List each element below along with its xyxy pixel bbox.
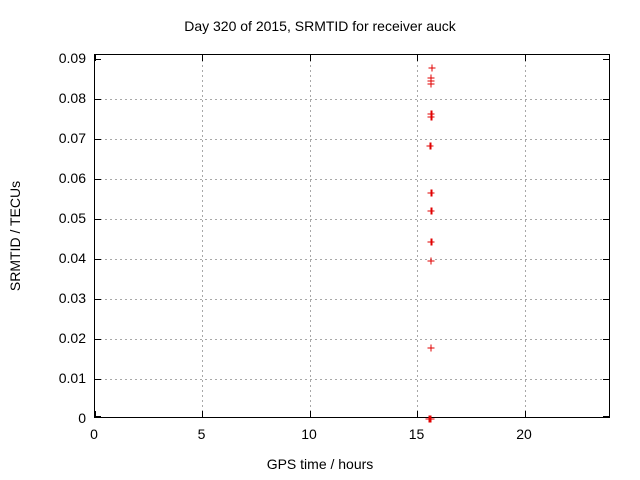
plot-area [94, 54, 610, 423]
x-tick-label: 5 [197, 426, 206, 442]
x-tick-mark [95, 55, 96, 61]
y-tick-label: 0.02 [58, 330, 86, 346]
data-point-marker [427, 189, 435, 197]
data-point-marker [427, 415, 435, 423]
y-tick-mark [95, 259, 101, 260]
x-tick-label: 20 [516, 426, 532, 442]
data-point-marker [426, 142, 434, 150]
y-gridline [95, 298, 609, 300]
data-point-marker [427, 257, 435, 265]
y-tick-label: 0.09 [58, 50, 86, 66]
x-tick-mark [417, 411, 418, 417]
data-point-marker [428, 64, 436, 72]
y-tick-label: 0.01 [58, 370, 86, 386]
data-point-marker [427, 80, 435, 88]
x-tick-mark [202, 55, 203, 61]
y-tick-mark [603, 339, 609, 340]
y-tick-mark [95, 59, 101, 60]
data-point-marker [427, 238, 435, 246]
y-tick-mark [95, 99, 101, 100]
x-gridline [417, 55, 418, 417]
y-tick-mark [603, 179, 609, 180]
x-tick-mark [524, 55, 526, 61]
chart-title: Day 320 of 2015, SRMTID for receiver auc… [184, 18, 456, 34]
x-gridline [309, 55, 311, 417]
y-tick-mark [603, 259, 609, 260]
x-tick-label: 10 [301, 426, 317, 442]
y-tick-mark [95, 339, 101, 340]
data-point-marker [427, 113, 435, 121]
y-gridline [95, 178, 609, 180]
y-tick-label: 0.08 [58, 90, 86, 106]
y-gridline [95, 338, 609, 340]
x-tick-label: 0 [90, 426, 98, 442]
y-tick-mark [95, 416, 101, 417]
data-point-marker [427, 207, 435, 215]
y-gridline [95, 378, 609, 380]
y-tick-mark [95, 379, 101, 380]
x-tick-mark [95, 411, 96, 417]
y-axis-label: SRMTID / TECUs [7, 180, 23, 292]
x-tick-mark [309, 411, 311, 417]
y-tick-mark [603, 379, 609, 380]
x-gridline [202, 55, 203, 417]
y-tick-mark [603, 219, 609, 220]
y-tick-mark [95, 219, 101, 220]
x-tick-mark [309, 55, 311, 61]
y-tick-mark [603, 299, 609, 300]
x-tick-mark [202, 411, 203, 417]
y-tick-mark [95, 299, 101, 300]
y-gridline [95, 258, 609, 260]
y-tick-mark [603, 59, 609, 60]
y-tick-label: 0 [78, 410, 86, 426]
y-tick-mark [95, 179, 101, 180]
y-tick-label: 0.07 [58, 130, 86, 146]
x-tick-mark [524, 411, 526, 417]
y-tick-mark [603, 99, 609, 100]
x-axis-label: GPS time / hours [266, 456, 374, 472]
y-tick-mark [603, 139, 609, 140]
y-tick-mark [95, 139, 101, 140]
data-point-marker [427, 344, 435, 352]
x-gridline [524, 55, 526, 417]
y-tick-label: 0.06 [58, 170, 86, 186]
y-gridline [95, 138, 609, 140]
y-tick-mark [603, 416, 609, 417]
y-gridline [95, 218, 609, 220]
y-gridline [95, 98, 609, 100]
x-tick-mark [417, 55, 418, 61]
y-tick-label: 0.05 [58, 210, 86, 226]
x-tick-label: 15 [408, 426, 425, 442]
y-tick-label: 0.03 [58, 290, 86, 306]
y-tick-label: 0.04 [58, 250, 86, 266]
